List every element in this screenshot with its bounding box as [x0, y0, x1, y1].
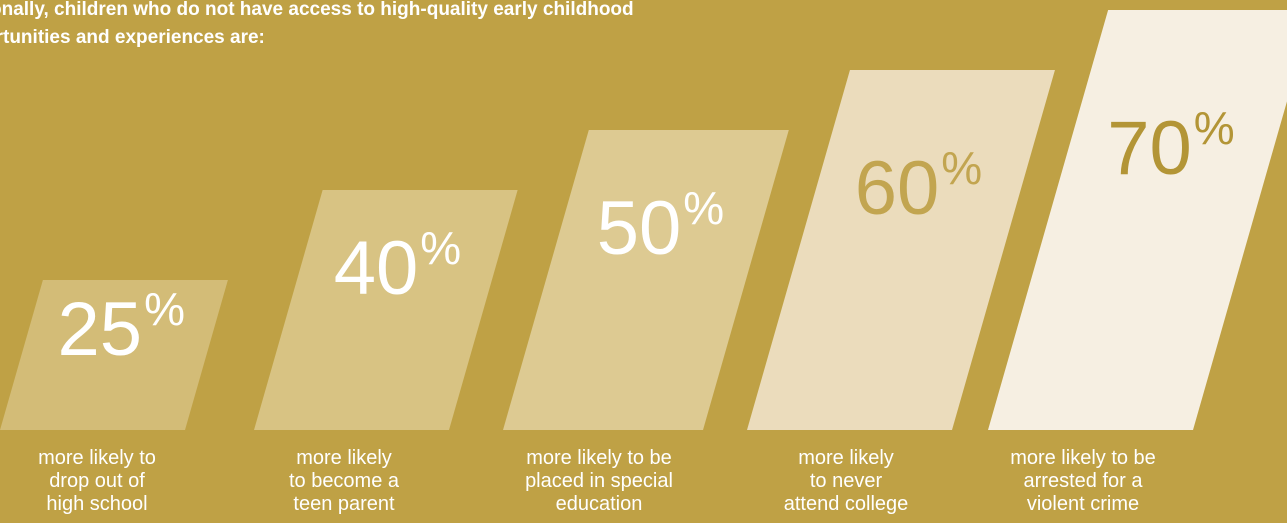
caption-line-0-2: high school [46, 493, 148, 515]
caption-line-1-0: more likely [296, 447, 392, 469]
percent-sign-0: % [144, 282, 185, 335]
category-caption-4: more likely to be arrested for a violent c… [983, 447, 1183, 516]
value-number-1: 40 [333, 226, 419, 312]
value-label-3: 60% [855, 145, 982, 227]
caption-line-2-2: education [555, 493, 643, 515]
category-caption-0: more likely to drop out of high school [0, 447, 197, 516]
percent-sign-3: % [941, 141, 983, 194]
percent-sign-4: % [1193, 101, 1235, 154]
caption-line-0-1: drop out of [49, 470, 145, 492]
category-caption-1: more likely to become a teen parent [244, 447, 444, 516]
bar-0 [0, 280, 228, 430]
bar-2 [503, 130, 789, 430]
value-number-2: 50 [596, 186, 682, 271]
intro-line-2: ortunities and experiences are: [0, 27, 265, 48]
caption-line-4-1: arrested for a [1023, 470, 1143, 492]
value-label-2: 50% [597, 185, 724, 267]
caption-line-1-1: to become a [288, 470, 400, 492]
value-number-0: 25 [57, 286, 143, 372]
bar-4 [988, 10, 1287, 430]
value-number-3: 60 [854, 145, 940, 231]
caption-line-1-2: teen parent [293, 493, 395, 515]
percent-sign-2: % [683, 182, 725, 234]
intro-text: onally, children who do not have access … [0, 0, 900, 52]
category-caption-2: more likely to be placed in special educat… [499, 447, 699, 516]
caption-line-0-0: more likely to [38, 447, 156, 469]
percent-sign-1: % [420, 222, 462, 275]
bar-1 [254, 190, 518, 430]
category-caption-3: more likely to never attend college [746, 447, 946, 516]
caption-line-3-0: more likely [798, 447, 894, 469]
intro-line-1: onally, children who do not have access … [0, 0, 634, 20]
caption-line-3-2: attend college [783, 493, 909, 515]
caption-line-4-0: more likely to be [1010, 447, 1156, 469]
value-number-4: 70 [1107, 105, 1192, 191]
bar-3 [747, 70, 1055, 430]
value-label-0: 25% [58, 286, 185, 368]
caption-line-2-1: placed in special [525, 470, 673, 492]
value-label-1: 40% [334, 225, 461, 307]
caption-line-2-0: more likely to be [526, 447, 672, 469]
value-label-4: 70% [1107, 105, 1234, 187]
caption-line-4-2: violent crime [1026, 493, 1140, 515]
caption-line-3-1: to never [809, 470, 883, 492]
